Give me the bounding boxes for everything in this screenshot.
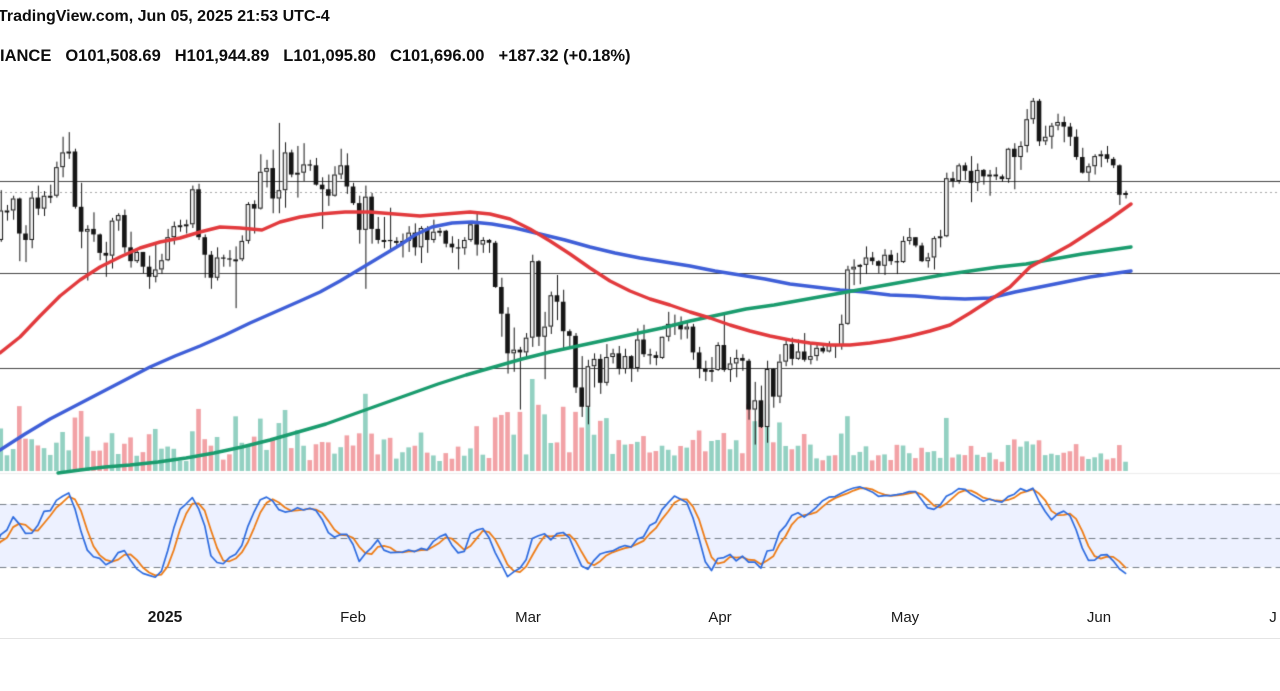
x-axis-label: J [1269, 609, 1277, 626]
ohlc-high: H101,944.89 [174, 47, 270, 65]
x-axis-label: Mar [515, 609, 541, 626]
x-axis-label: 2025 [147, 609, 183, 626]
x-axis-separator [0, 638, 1280, 639]
x-axis-label: Jun [1086, 609, 1112, 626]
x-axis-label: Feb [340, 609, 366, 626]
watermark-timestamp: TradingView.com, Jun 05, 2025 21:53 UTC-… [0, 8, 330, 25]
ohlc-info-bar: IANCE O101,508.69 H101,944.89 L101,095.80 C1… [0, 47, 645, 66]
volume-pane[interactable] [0, 378, 1280, 472]
ohlc-open: O101,508.69 [65, 47, 161, 65]
x-axis[interactable]: 2025 Feb Mar Apr May Jun J [0, 600, 1280, 638]
x-axis-label: May [890, 609, 920, 626]
ohlc-low: L101,095.80 [283, 47, 376, 65]
x-axis-label: Apr [708, 609, 732, 626]
stochastic-pane[interactable] [0, 478, 1280, 598]
ohlc-close: C101,696.00 [389, 47, 485, 65]
price-pane[interactable] [0, 88, 1280, 378]
symbol-fragment: IANCE [0, 47, 52, 65]
ohlc-change: +187.32 (+0.18%) [498, 47, 631, 65]
